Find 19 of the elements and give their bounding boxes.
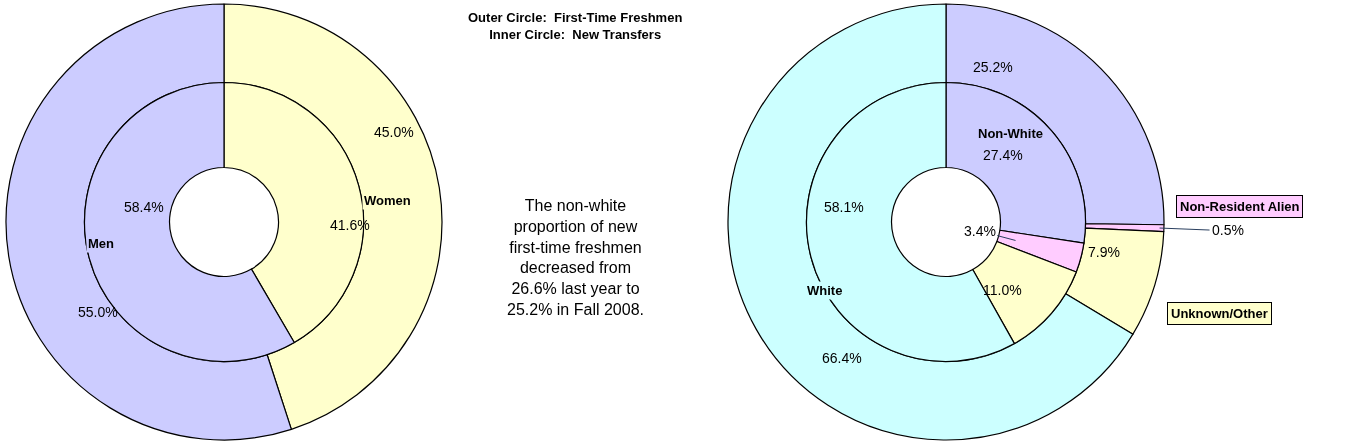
- slice-label: Women: [364, 193, 411, 208]
- slice-label: Men: [88, 236, 115, 251]
- data-label: 25.2%: [973, 59, 1013, 75]
- text: The non-white proportion of new first-time freshmen decreased from 26.6% last year to 25.2% in Fall 2008.: [507, 197, 644, 318]
- slice-label: Non-Resident Alien: [1180, 199, 1300, 214]
- data-label: 55.0%: [78, 304, 118, 320]
- data-label: 27.4%: [983, 147, 1023, 163]
- slice-label: Non-White: [978, 126, 1043, 141]
- text: Outer Circle: First-Time Freshmen Inner Circle: New Transfers: [468, 10, 683, 42]
- data-label: 45.0%: [374, 124, 414, 140]
- data-label: 58.1%: [824, 199, 864, 215]
- data-label: 11.0%: [983, 282, 1022, 298]
- data-label: 58.4%: [124, 199, 164, 215]
- data-label: 0.5%: [1212, 222, 1244, 238]
- data-label: 3.4%: [964, 223, 996, 239]
- data-label: 66.4%: [822, 350, 862, 366]
- slice-label: White: [807, 283, 843, 298]
- data-label: 7.9%: [1088, 244, 1120, 260]
- slice-label: Unknown/Other: [1171, 306, 1268, 321]
